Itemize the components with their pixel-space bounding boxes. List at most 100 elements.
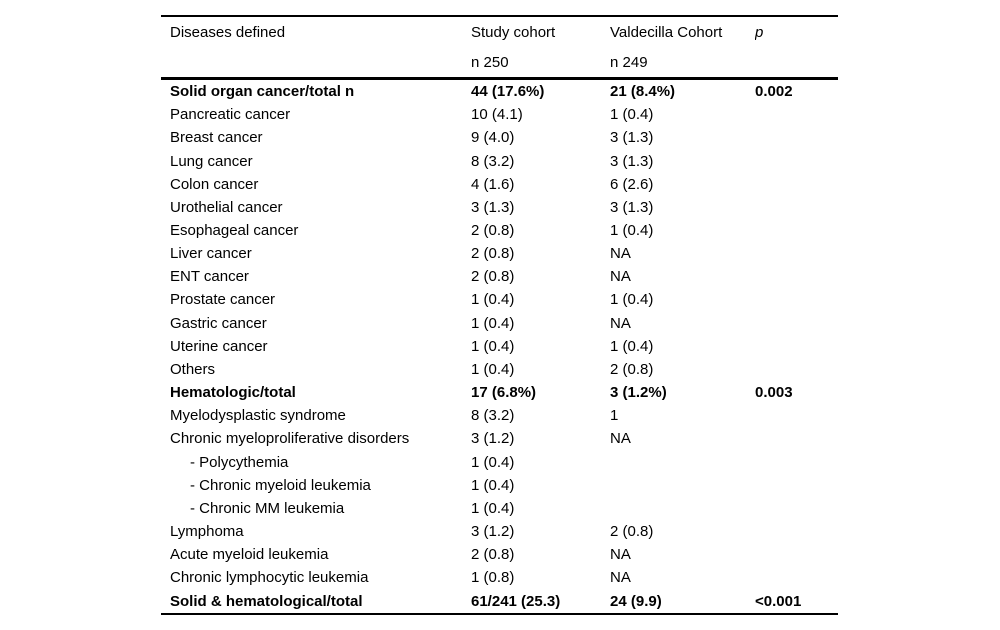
disease-cell: Gastric cancer xyxy=(170,314,267,332)
p-value-cell xyxy=(755,358,838,381)
disease-cell: Hematologic/total xyxy=(170,384,296,402)
study-cohort-cell: 9 (4.0) xyxy=(471,129,515,147)
valdecilla-cohort-cell: NA xyxy=(610,268,631,286)
header-study-cohort-n: n 250 xyxy=(471,53,509,71)
study-cohort-cell: 2 (0.8) xyxy=(471,268,515,286)
p-value-cell: 0.002 xyxy=(755,83,793,101)
table-header: Diseases defined Study cohort Valdecilla… xyxy=(161,16,838,79)
disease-cell: Colon cancer xyxy=(170,175,259,193)
header-study-cohort: Study cohort xyxy=(471,23,556,41)
study-cohort-cell: 17 (6.8%) xyxy=(471,384,537,402)
table-row: - Chronic MM leukemia 1 (0.4) xyxy=(161,497,838,520)
table-row: Acute myeloid leukemia 2 (0.8) NA xyxy=(161,543,838,566)
study-cohort-cell: 1 (0.4) xyxy=(471,291,515,309)
valdecilla-cohort-cell: 3 (1.3) xyxy=(610,152,654,170)
table-row: Solid & hematological/total 61/241 (25.3)… xyxy=(161,589,838,613)
disease-cell: - Chronic myeloid leukemia xyxy=(190,476,371,494)
disease-cell: Esophageal cancer xyxy=(170,222,299,240)
disease-cell: Lymphoma xyxy=(170,523,244,541)
disease-cell: Myelodysplastic syndrome xyxy=(170,407,346,425)
study-cohort-cell: 1 (0.4) xyxy=(471,337,515,355)
p-value-cell xyxy=(755,520,838,543)
p-value-cell xyxy=(755,126,838,149)
study-cohort-cell: 1 (0.4) xyxy=(471,360,515,378)
study-cohort-cell: 4 (1.6) xyxy=(471,175,515,193)
table-row: Others 1 (0.4) 2 (0.8) xyxy=(161,358,838,381)
table-row: Lymphoma 3 (1.2) 2 (0.8) xyxy=(161,520,838,543)
p-value-cell xyxy=(755,242,838,265)
valdecilla-cohort-cell: 1 (0.4) xyxy=(610,222,654,240)
valdecilla-cohort-cell: 1 (0.4) xyxy=(610,291,654,309)
table-row: Gastric cancer 1 (0.4) NA xyxy=(161,312,838,335)
valdecilla-cohort-cell: 3 (1.3) xyxy=(610,198,654,216)
valdecilla-cohort-cell: 3 (1.3) xyxy=(610,129,654,147)
disease-cell: Chronic myeloproliferative disorders xyxy=(170,430,410,448)
valdecilla-cohort-cell: NA xyxy=(610,569,631,587)
table-row: Liver cancer 2 (0.8) NA xyxy=(161,242,838,265)
study-cohort-cell: 2 (0.8) xyxy=(471,222,515,240)
disease-cell: Acute myeloid leukemia xyxy=(170,546,329,564)
table-row: Chronic myeloproliferative disorders 3 (1… xyxy=(161,427,838,450)
valdecilla-cohort-cell xyxy=(610,497,755,520)
valdecilla-cohort-cell: 2 (0.8) xyxy=(610,523,654,541)
study-cohort-cell: 1 (0.4) xyxy=(471,453,515,471)
valdecilla-cohort-cell: 3 (1.2%) xyxy=(610,384,667,402)
table-row: Urothelial cancer 3 (1.3) 3 (1.3) xyxy=(161,196,838,219)
study-cohort-cell: 1 (0.8) xyxy=(471,569,515,587)
disease-cell: Solid organ cancer/total n xyxy=(170,83,355,101)
disease-cell: Solid & hematological/total xyxy=(170,592,363,610)
study-cohort-cell: 8 (3.2) xyxy=(471,152,515,170)
p-value-cell xyxy=(755,335,838,358)
header-valdecilla-cohort-n: n 249 xyxy=(610,53,648,71)
table-row: Breast cancer 9 (4.0) 3 (1.3) xyxy=(161,126,838,149)
study-cohort-cell: 44 (17.6%) xyxy=(471,83,545,101)
valdecilla-cohort-cell: 21 (8.4%) xyxy=(610,83,676,101)
disease-cell: Prostate cancer xyxy=(170,291,276,309)
study-cohort-cell: 8 (3.2) xyxy=(471,407,515,425)
valdecilla-cohort-cell: 2 (0.8) xyxy=(610,360,654,378)
p-value-cell xyxy=(755,427,838,450)
valdecilla-cohort-cell: NA xyxy=(610,245,631,263)
table-row: Prostate cancer 1 (0.4) 1 (0.4) xyxy=(161,288,838,311)
p-value-cell: <0.001 xyxy=(755,592,802,610)
p-value-cell xyxy=(755,149,838,172)
study-cohort-cell: 61/241 (25.3) xyxy=(471,592,561,610)
table-row: - Polycythemia 1 (0.4) xyxy=(161,451,838,474)
p-value-cell xyxy=(755,103,838,126)
header-diseases-defined: Diseases defined xyxy=(170,23,286,41)
disease-cell: - Chronic MM leukemia xyxy=(190,499,345,517)
table-body: Solid organ cancer/total n 44 (17.6%) 21 (… xyxy=(161,79,838,614)
table-header-row-2: n 250 n 249 xyxy=(161,47,838,79)
p-value-cell xyxy=(755,543,838,566)
header-p-sub xyxy=(755,47,838,79)
study-cohort-cell: 3 (1.3) xyxy=(471,198,515,216)
p-value-cell xyxy=(755,219,838,242)
valdecilla-cohort-cell xyxy=(610,451,755,474)
table-header-row-1: Diseases defined Study cohort Valdecilla… xyxy=(161,16,838,47)
p-value-cell xyxy=(755,288,838,311)
table-row: Chronic lymphocytic leukemia 1 (0.8) NA xyxy=(161,566,838,589)
valdecilla-cohort-cell: 24 (9.9) xyxy=(610,592,662,610)
study-cohort-cell: 2 (0.8) xyxy=(471,546,515,564)
disease-cell: ENT cancer xyxy=(170,268,249,286)
valdecilla-cohort-cell: NA xyxy=(610,546,631,564)
table-row: - Chronic myeloid leukemia 1 (0.4) xyxy=(161,474,838,497)
table-row: Myelodysplastic syndrome 8 (3.2) 1 xyxy=(161,404,838,427)
p-value-cell: 0.003 xyxy=(755,384,793,402)
disease-cell: - Polycythemia xyxy=(190,453,289,471)
p-value-cell xyxy=(755,474,838,497)
disease-cell: Others xyxy=(170,360,216,378)
p-value-cell xyxy=(755,265,838,288)
p-value-cell xyxy=(755,404,838,427)
study-cohort-cell: 1 (0.4) xyxy=(471,314,515,332)
valdecilla-cohort-cell xyxy=(610,474,755,497)
disease-cell: Breast cancer xyxy=(170,129,263,147)
table-row: Solid organ cancer/total n 44 (17.6%) 21 (… xyxy=(161,79,838,104)
valdecilla-cohort-cell: NA xyxy=(610,314,631,332)
p-value-cell xyxy=(755,312,838,335)
disease-cell: Lung cancer xyxy=(170,152,253,170)
study-cohort-cell: 3 (1.2) xyxy=(471,430,515,448)
disease-cell: Urothelial cancer xyxy=(170,198,283,216)
study-cohort-cell: 2 (0.8) xyxy=(471,245,515,263)
